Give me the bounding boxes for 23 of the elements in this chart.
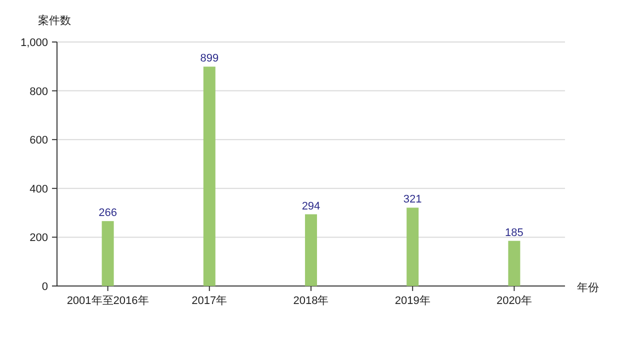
bar <box>508 240 520 286</box>
bar <box>406 208 419 286</box>
x-axis-title: 年份 <box>577 282 599 294</box>
y-tick-label: 600 <box>30 134 48 147</box>
x-tick-label: 2018年 <box>293 295 329 307</box>
y-tick-label: 200 <box>30 232 48 244</box>
y-tick-label: 800 <box>30 86 48 98</box>
y-axis-title: 案件数 <box>38 14 71 27</box>
y-tick-label: 1,000 <box>20 37 48 49</box>
y-tick-label: 0 <box>42 281 48 293</box>
data-label: 899 <box>200 52 219 65</box>
y-tick-label: 400 <box>30 183 48 196</box>
bar <box>102 221 114 286</box>
bar <box>305 214 317 286</box>
data-label: 321 <box>403 194 422 206</box>
data-label: 294 <box>302 200 320 212</box>
x-tick-label: 2019年 <box>394 295 430 307</box>
x-tick-label: 2017年 <box>192 295 228 307</box>
bar <box>203 66 216 286</box>
x-tick-label: 2001年至2016年 <box>66 295 149 307</box>
x-tick-label: 2020年 <box>496 295 532 307</box>
data-label: 185 <box>505 226 524 239</box>
data-label: 266 <box>98 207 117 220</box>
